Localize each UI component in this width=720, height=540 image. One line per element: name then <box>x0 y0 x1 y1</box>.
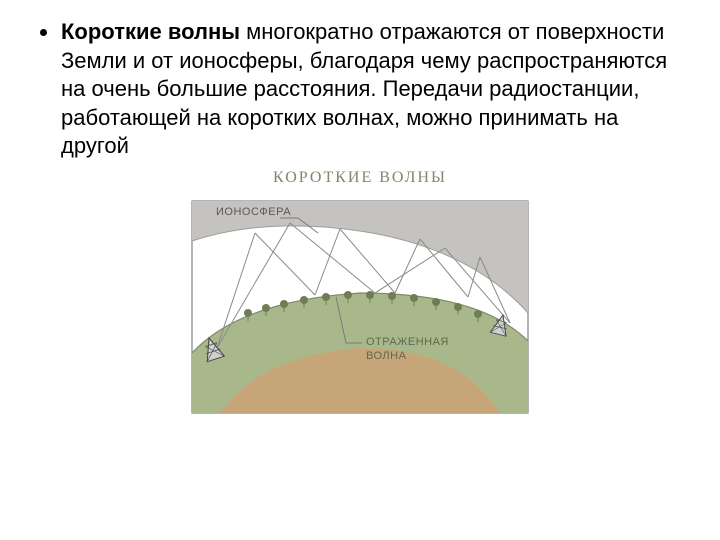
diagram-title: КОРОТКИЕ ВОЛНЫ <box>273 169 447 187</box>
diagram-container: КОРОТКИЕ ВОЛНЫ ИОНОСФЕРА ОТРАЖЕННАЯ ВОЛНА <box>40 169 680 423</box>
diagram: ИОНОСФЕРА ОТРАЖЕННАЯ ВОЛНА <box>170 193 550 423</box>
bullet-text: Короткие волны многократно отражаются от… <box>61 18 680 161</box>
bullet-dot-icon <box>40 29 47 36</box>
svg-text:ИОНОСФЕРА: ИОНОСФЕРА <box>216 206 291 218</box>
svg-text:ВОЛНА: ВОЛНА <box>366 350 407 362</box>
bullet-item: Короткие волны многократно отражаются от… <box>40 18 680 161</box>
svg-text:ОТРАЖЕННАЯ: ОТРАЖЕННАЯ <box>366 336 449 348</box>
bullet-bold: Короткие волны <box>61 19 240 44</box>
slide: Короткие волны многократно отражаются от… <box>0 0 720 540</box>
diagram-svg: ИОНОСФЕРА ОТРАЖЕННАЯ ВОЛНА <box>170 193 550 423</box>
